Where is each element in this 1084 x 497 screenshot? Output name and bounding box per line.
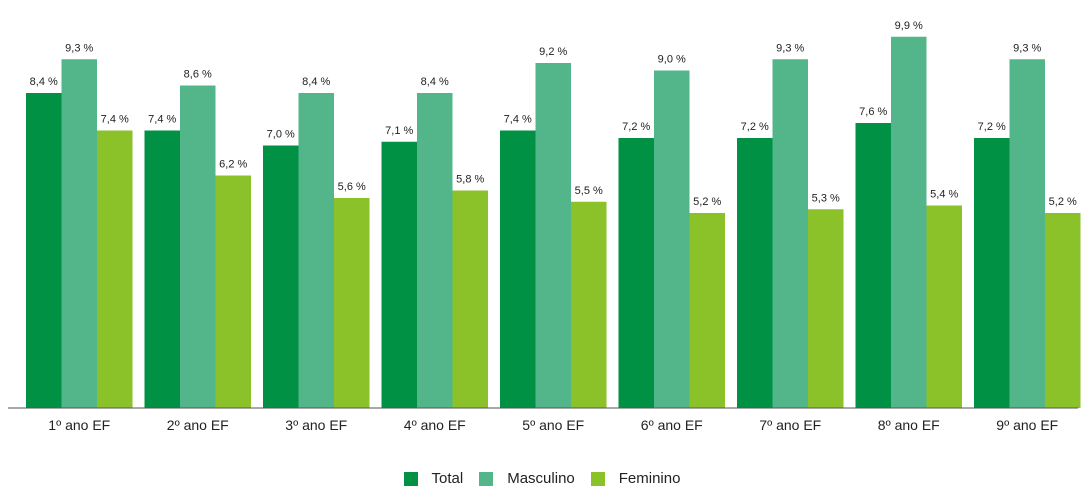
bar-total-1 xyxy=(26,93,62,408)
data-label-feminino-2: 6,2 % xyxy=(219,159,247,171)
data-label-total-5: 7,4 % xyxy=(504,114,532,126)
bar-masculino-8 xyxy=(891,36,927,408)
data-label-masculino-3: 8,4 % xyxy=(302,76,330,88)
data-label-feminino-5: 5,5 % xyxy=(575,185,603,197)
data-label-total-1: 8,4 % xyxy=(30,76,58,88)
bar-masculino-4 xyxy=(417,93,453,408)
bar-feminino-3 xyxy=(334,198,370,408)
x-tick-label-3: 3º ano EF xyxy=(285,417,347,433)
data-label-feminino-4: 5,8 % xyxy=(456,174,484,186)
data-label-total-8: 7,6 % xyxy=(859,106,887,118)
data-label-masculino-9: 9,3 % xyxy=(1013,42,1041,54)
bar-masculino-5 xyxy=(535,63,571,408)
legend-swatch-feminino xyxy=(590,471,605,486)
bar-feminino-1 xyxy=(97,130,133,408)
bar-total-3 xyxy=(263,145,299,408)
bar-feminino-6 xyxy=(689,213,725,408)
bar-masculino-6 xyxy=(654,70,690,408)
data-label-masculino-4: 8,4 % xyxy=(421,76,449,88)
data-label-masculino-6: 9,0 % xyxy=(658,54,686,66)
bar-total-9 xyxy=(974,138,1010,408)
bar-total-7 xyxy=(737,138,773,408)
legend-label-total: Total xyxy=(431,470,464,487)
bar-masculino-7 xyxy=(772,59,808,408)
bar-total-8 xyxy=(855,123,891,408)
data-label-feminino-1: 7,4 % xyxy=(101,114,129,126)
legend-item-total: Total xyxy=(403,470,464,487)
x-tick-label-8: 8º ano EF xyxy=(878,417,940,433)
data-label-feminino-9: 5,2 % xyxy=(1049,196,1077,208)
legend-swatch-masculino xyxy=(479,471,494,486)
legend: Total Masculino Feminino xyxy=(0,470,1084,487)
bar-masculino-2 xyxy=(180,85,216,408)
legend-label-masculino: Masculino xyxy=(507,470,575,487)
legend-label-feminino: Feminino xyxy=(618,470,681,487)
x-tick-label-5: 5º ano EF xyxy=(522,417,584,433)
x-tick-label-6: 6º ano EF xyxy=(641,417,703,433)
data-label-total-7: 7,2 % xyxy=(741,121,769,133)
bar-masculino-1 xyxy=(61,59,97,408)
bar-feminino-5 xyxy=(571,201,607,408)
x-tick-label-1: 1º ano EF xyxy=(48,417,110,433)
legend-item-feminino: Feminino xyxy=(590,470,681,487)
data-label-masculino-8: 9,9 % xyxy=(895,20,923,32)
bar-total-5 xyxy=(500,130,536,408)
x-tick-label-2: 2º ano EF xyxy=(167,417,229,433)
data-label-total-6: 7,2 % xyxy=(622,121,650,133)
bar-feminino-9 xyxy=(1045,213,1081,408)
bar-feminino-8 xyxy=(926,205,962,408)
data-label-masculino-5: 9,2 % xyxy=(539,46,567,58)
data-label-total-9: 7,2 % xyxy=(978,121,1006,133)
bar-masculino-9 xyxy=(1009,59,1045,408)
data-label-feminino-8: 5,4 % xyxy=(930,189,958,201)
bar-feminino-4 xyxy=(452,190,488,408)
x-tick-label-7: 7º ano EF xyxy=(759,417,821,433)
data-label-total-2: 7,4 % xyxy=(148,114,176,126)
data-label-feminino-7: 5,3 % xyxy=(812,192,840,204)
x-tick-label-4: 4º ano EF xyxy=(404,417,466,433)
data-label-feminino-6: 5,2 % xyxy=(693,196,721,208)
data-label-masculino-7: 9,3 % xyxy=(776,42,804,54)
bar-total-6 xyxy=(618,138,654,408)
data-label-feminino-3: 5,6 % xyxy=(338,181,366,193)
bar-masculino-3 xyxy=(298,93,334,408)
data-label-total-3: 7,0 % xyxy=(267,129,295,141)
x-tick-label-9: 9º ano EF xyxy=(996,417,1058,433)
data-label-total-4: 7,1 % xyxy=(385,125,413,137)
legend-item-masculino: Masculino xyxy=(479,470,575,487)
legend-swatch-total xyxy=(403,471,418,486)
bar-feminino-2 xyxy=(215,175,251,408)
data-label-masculino-1: 9,3 % xyxy=(65,42,93,54)
bar-total-4 xyxy=(381,141,417,408)
bar-feminino-7 xyxy=(808,209,844,408)
bar-total-2 xyxy=(144,130,180,408)
data-label-masculino-2: 8,6 % xyxy=(184,69,212,81)
